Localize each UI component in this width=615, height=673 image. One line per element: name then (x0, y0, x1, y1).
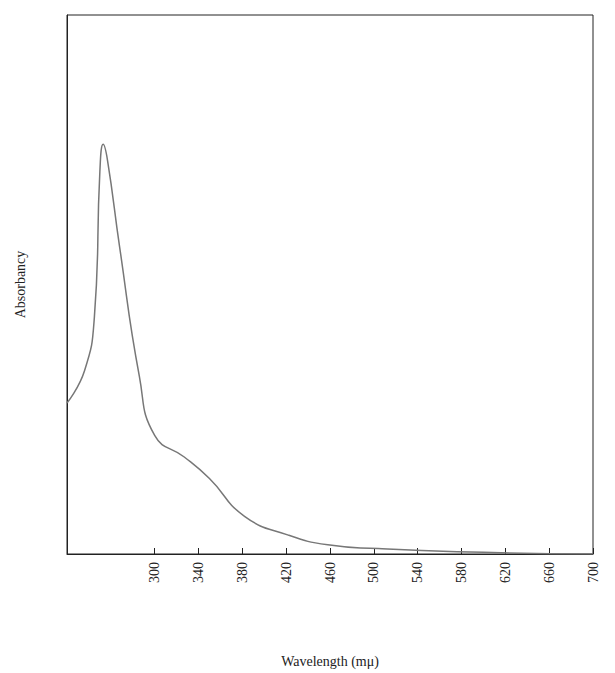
svg-text:620: 620 (498, 562, 513, 583)
svg-text:340: 340 (191, 562, 206, 583)
svg-text:Wavelength (mμ): Wavelength (mμ) (281, 654, 379, 670)
svg-text:580: 580 (454, 562, 469, 583)
svg-text:380: 380 (235, 562, 250, 583)
svg-text:420: 420 (279, 562, 294, 583)
svg-text:660: 660 (542, 562, 557, 583)
svg-text:460: 460 (323, 562, 338, 583)
svg-text:Absorbancy: Absorbancy (13, 251, 28, 319)
svg-text:500: 500 (366, 562, 381, 583)
svg-text:300: 300 (147, 562, 162, 583)
svg-text:700: 700 (586, 562, 601, 583)
svg-text:540: 540 (410, 562, 425, 583)
